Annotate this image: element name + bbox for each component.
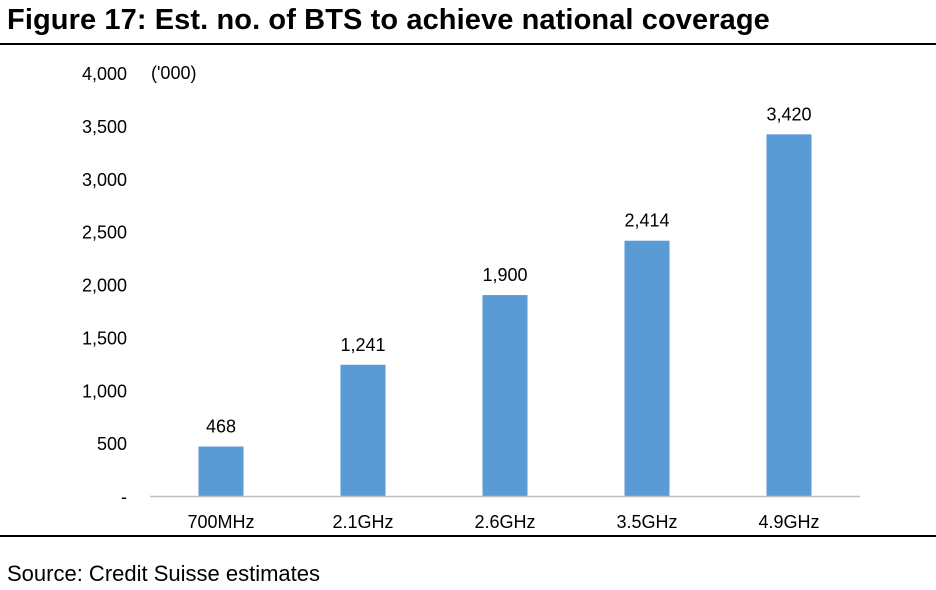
- source-divider: [0, 535, 936, 537]
- title-divider: [0, 43, 936, 45]
- data-label: 3,420: [766, 104, 811, 124]
- y-axis-unit-label: ('000): [151, 63, 196, 83]
- x-tick-label: 2.6GHz: [474, 512, 535, 532]
- data-label: 468: [206, 417, 236, 437]
- y-tick-label: -: [121, 487, 127, 507]
- x-tick-label: 4.9GHz: [758, 512, 819, 532]
- x-tick-label: 2.1GHz: [332, 512, 393, 532]
- y-tick-label: 4,000: [82, 64, 127, 84]
- y-tick-label: 1,000: [82, 381, 127, 401]
- y-tick-label: 2,500: [82, 223, 127, 243]
- bar-2-1ghz: [340, 364, 386, 496]
- data-label: 1,900: [482, 265, 527, 285]
- data-label: 2,414: [624, 211, 669, 231]
- bar-2-6ghz: [482, 295, 528, 496]
- bar-4-9ghz: [766, 134, 812, 496]
- bar-3-5ghz: [624, 240, 670, 496]
- bar-700mhz: [198, 446, 244, 496]
- y-tick-label: 3,500: [82, 117, 127, 137]
- data-label: 1,241: [340, 335, 385, 355]
- y-tick-label: 1,500: [82, 328, 127, 348]
- y-tick-label: 2,000: [82, 276, 127, 296]
- y-tick-label: 500: [97, 434, 127, 454]
- x-tick-label: 3.5GHz: [616, 512, 677, 532]
- y-tick-label: 3,000: [82, 170, 127, 190]
- figure-title: Figure 17: Est. no. of BTS to achieve na…: [7, 4, 770, 36]
- source-note: Source: Credit Suisse estimates: [7, 561, 321, 586]
- x-tick-label: 700MHz: [187, 512, 254, 532]
